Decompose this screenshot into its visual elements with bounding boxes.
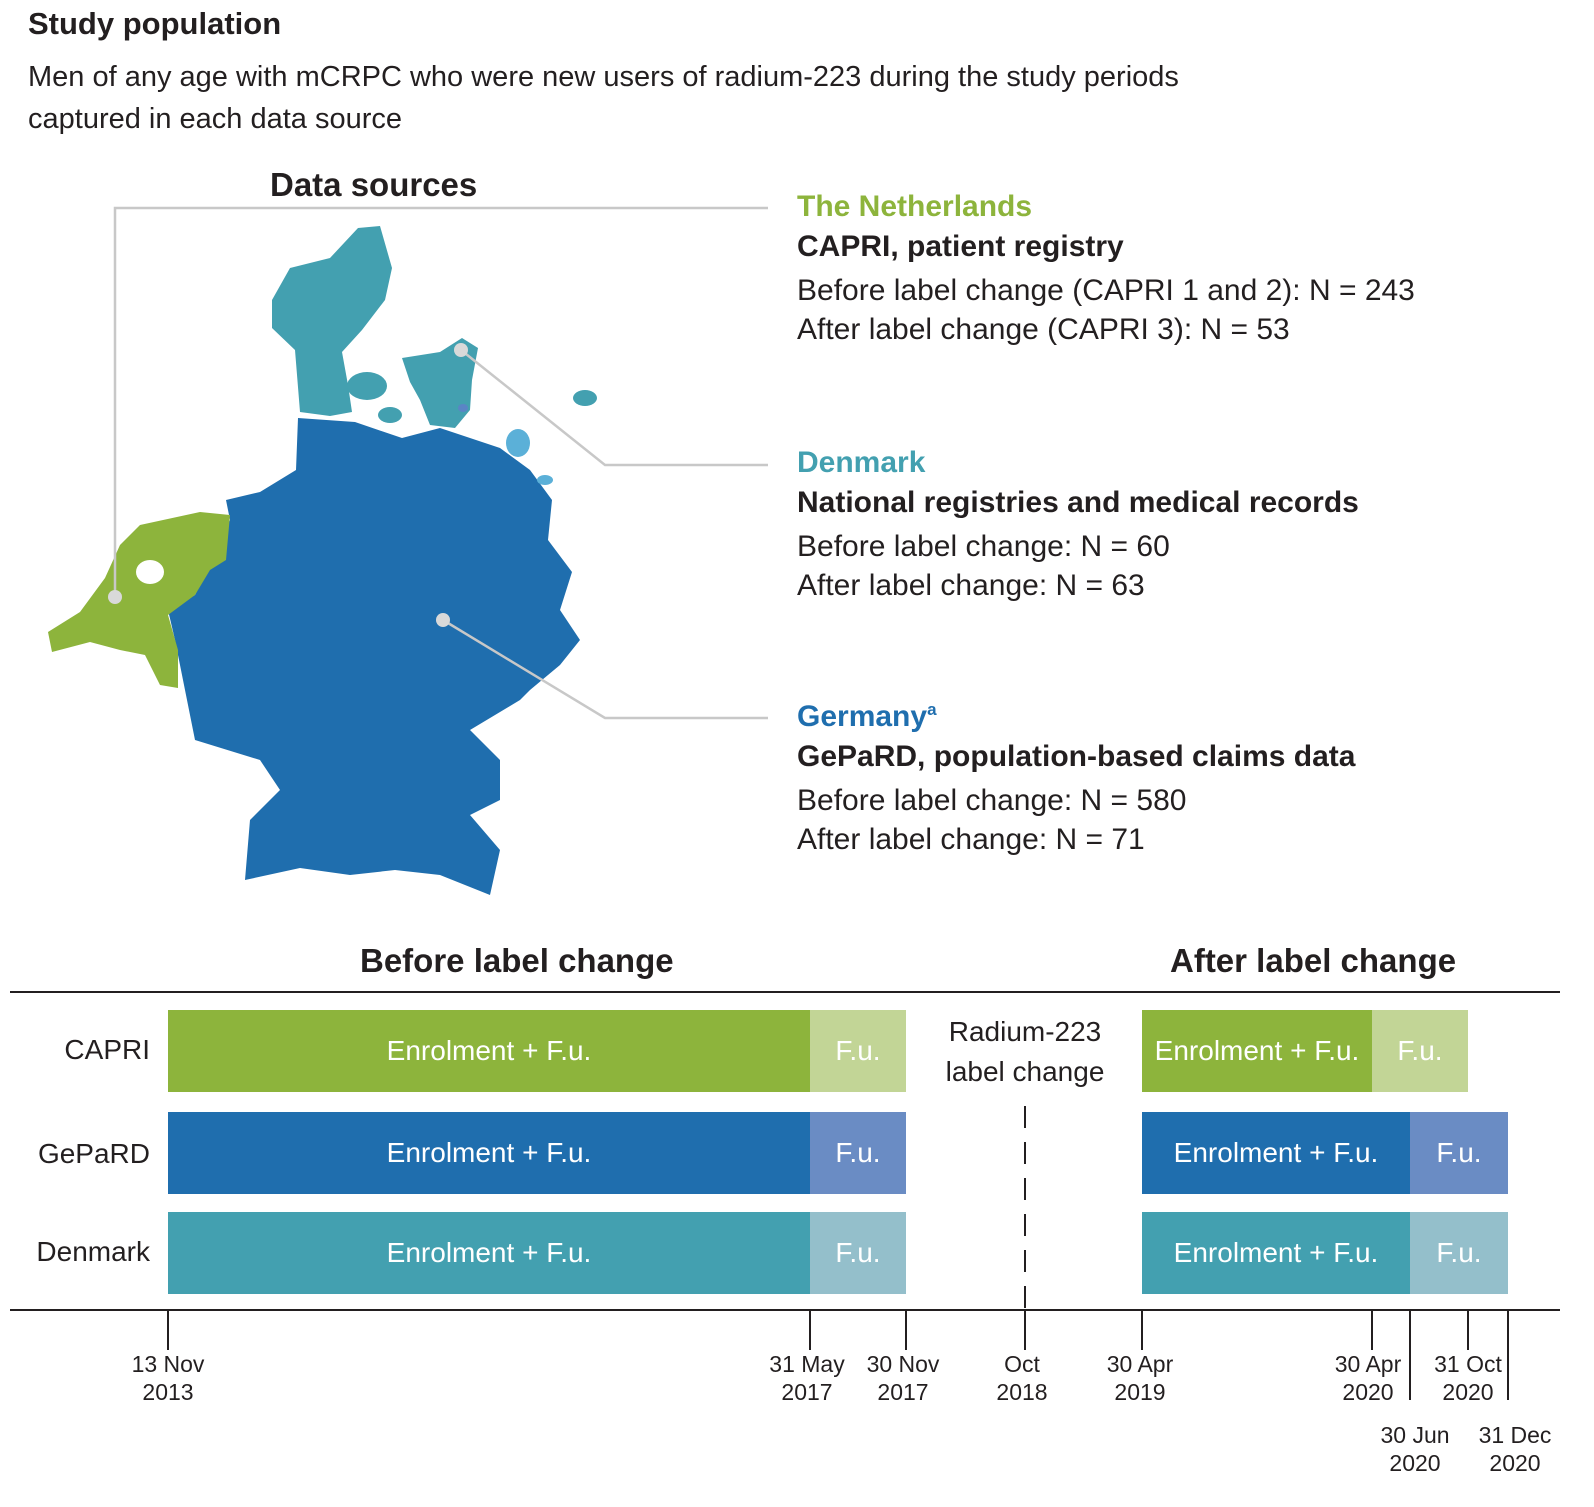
capri-before-fu-bar: F.u. [810,1010,906,1092]
row-label-capri: CAPRI [64,1034,150,1065]
denmark-before-fu-bar: F.u. [810,1212,906,1294]
row-label-denmark: Denmark [36,1236,150,1267]
netherlands-leader-line [113,206,768,597]
denmark-leader-line [460,349,768,467]
denmark-source: National registries and medical records [797,486,1359,519]
gepard-after-enrolment-bar: Enrolment + F.u. [1142,1112,1410,1194]
denmark-after-count: After label change: N = 63 [797,569,1145,602]
after-title: After label change [1170,942,1457,979]
gepard-after-fu-bar: F.u. [1410,1112,1508,1194]
germany-source: GePaRD, population-based claims data [797,740,1356,773]
tick-label-31oct2020: 31 Oct 2020 [1434,1351,1502,1405]
tick-label-30apr2019: 30 Apr 2019 [1106,1351,1174,1405]
tick-label-30jun2020: 30 Jun 2020 [1380,1422,1450,1476]
description-line-2: captured in each data source [28,103,403,135]
denmark-before-enrolment-bar: Enrolment + F.u. [168,1212,810,1294]
denmark-before-count: Before label change: N = 60 [797,530,1170,563]
netherlands-map-shape [48,512,230,688]
germany-country: Germanya [797,700,937,733]
denmark-country: Denmark [797,446,926,479]
label-change-annotation-line2: label change [945,1056,1105,1087]
capri-after-enrolment-bar: Enrolment + F.u. [1142,1010,1372,1092]
tick-label-30nov2017: 30 Nov 2017 [866,1351,940,1405]
netherlands-source: CAPRI, patient registry [797,230,1124,263]
row-label-gepard: GePaRD [37,1138,150,1169]
denmark-map-shape [272,226,392,416]
netherlands-country: The Netherlands [797,190,1033,223]
label-change-annotation-line1: Radium-223 [948,1016,1102,1047]
tick-label-31dec2020: 31 Dec 2020 [1478,1422,1552,1476]
tick-label-oct2018: Oct 2018 [996,1351,1048,1405]
gepard-before-fu-bar: F.u. [810,1112,906,1194]
gepard-before-enrolment-bar: Enrolment + F.u. [168,1112,810,1194]
tick-label-13nov2013: 13 Nov 2013 [131,1351,205,1405]
before-title: Before label change [360,942,674,979]
denmark-after-enrolment-bar: Enrolment + F.u. [1142,1212,1410,1294]
netherlands-before-count: Before label change (CAPRI 1 and 2): N =… [797,274,1415,307]
germany-leader-line [442,618,768,720]
map-figure [48,206,768,895]
page-title: Study population [28,6,282,41]
capri-before-enrolment-bar: Enrolment + F.u. [168,1010,810,1092]
denmark-marker [454,343,468,357]
germany-marker [436,613,450,627]
capri-after-fu-bar: F.u. [1372,1010,1468,1092]
data-sources-title: Data sources [270,166,478,203]
description-line-1: Men of any age with mCRPC who were new u… [28,61,1179,93]
denmark-after-fu-bar: F.u. [1410,1212,1508,1294]
germany-before-count: Before label change: N = 580 [797,784,1187,817]
germany-footnote-marker: a [927,700,937,719]
germany-map-shape [168,418,580,895]
tick-label-31may2017: 31 May 2017 [769,1351,845,1405]
netherlands-after-count: After label change (CAPRI 3): N = 53 [797,313,1290,346]
tick-label-30apr2020: 30 Apr 2020 [1334,1351,1402,1405]
germany-after-count: After label change: N = 71 [797,823,1145,856]
timeline-axes [10,991,1560,1400]
netherlands-marker [108,590,122,604]
